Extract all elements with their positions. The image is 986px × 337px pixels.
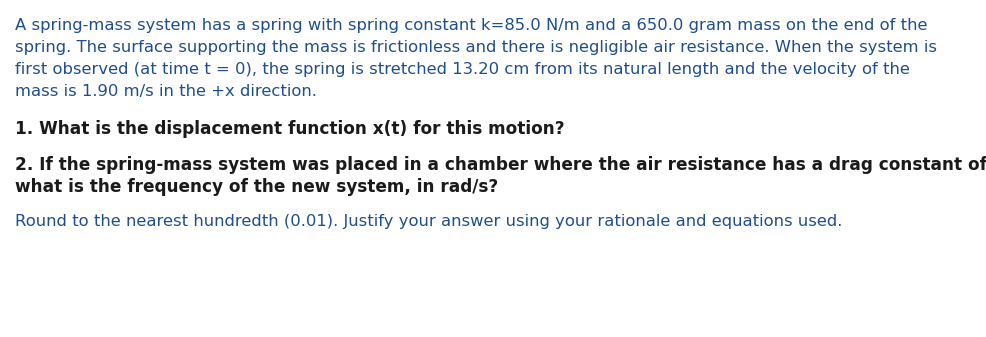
- Text: A spring-mass system has a spring with spring constant k=85.0 N/m and a 650.0 gr: A spring-mass system has a spring with s…: [15, 18, 927, 33]
- Text: Round to the nearest hundredth (0.01). Justify your answer using your rationale : Round to the nearest hundredth (0.01). J…: [15, 214, 841, 229]
- Text: mass is 1.90 m/s in the +x direction.: mass is 1.90 m/s in the +x direction.: [15, 84, 317, 99]
- Text: spring. The surface supporting the mass is frictionless and there is negligible : spring. The surface supporting the mass …: [15, 40, 936, 55]
- Text: what is the frequency of the new system, in rad/s?: what is the frequency of the new system,…: [15, 178, 498, 196]
- Text: first observed (at time t = 0), the spring is stretched 13.20 cm from its natura: first observed (at time t = 0), the spri…: [15, 62, 909, 77]
- Text: 1. What is the displacement function x(t) for this motion?: 1. What is the displacement function x(t…: [15, 120, 564, 138]
- Text: 2. If the spring-mass system was placed in a chamber where the air resistance ha: 2. If the spring-mass system was placed …: [15, 156, 986, 174]
